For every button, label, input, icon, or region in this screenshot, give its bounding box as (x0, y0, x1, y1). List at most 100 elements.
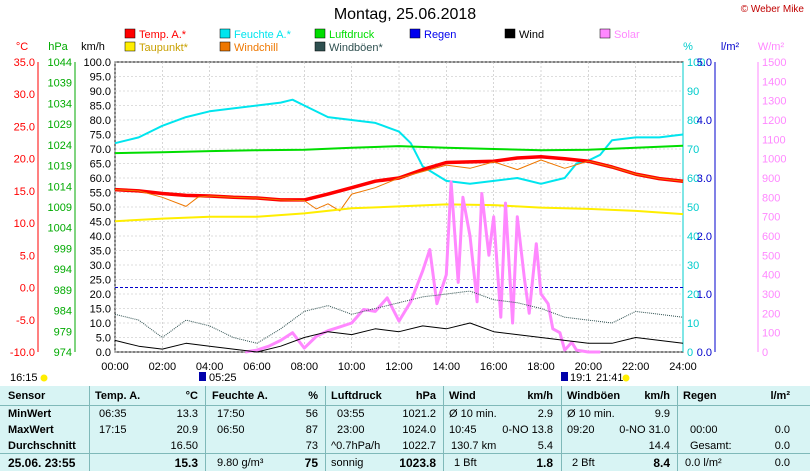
wind-bft: 1 Bft (454, 457, 477, 469)
gust-bft: 2 Bft (572, 457, 595, 469)
press-value: 1024.0 (402, 424, 436, 436)
hum-value: 87 (305, 424, 318, 436)
temp-tick-label: 30.0 (14, 89, 35, 101)
pressure-tick-label: 984 (54, 306, 72, 318)
gust-value: 14.4 (648, 440, 670, 452)
page-title: Montag, 25.06.2018 (333, 6, 477, 23)
humidity-tick-label: 40 (687, 231, 699, 243)
col-temp: Temp. A. (95, 390, 141, 402)
wind-tick-label: 40.0 (90, 231, 111, 243)
pressure-tick-label: 1034 (48, 98, 72, 110)
wind-tick-label: 20.0 (90, 289, 111, 301)
gust-value: 9.9 (654, 408, 670, 420)
x-tick-label: 00:00 (101, 361, 129, 373)
wind-tick-label: 90.0 (90, 86, 111, 98)
x-tick-label: 22:00 (622, 361, 650, 373)
hum-value: 73 (305, 440, 318, 452)
legend-label: Windböen* (329, 42, 384, 54)
wind-tick-label: 85.0 (90, 101, 111, 113)
humidity-tick-label: 80 (687, 115, 699, 127)
credit-label[interactable]: © Weber Mike (740, 4, 804, 15)
solar-tick-label: 100 (762, 328, 780, 340)
legend-label: Taupunkt* (139, 42, 189, 54)
col-temp-unit: °C (185, 390, 198, 402)
solar-tick-label: 1000 (762, 154, 786, 166)
wind-dir: 0-NO 13.8 (502, 424, 553, 436)
rain-tick-label: 5.0 (697, 57, 712, 69)
wind-desc: Ø 10 min. (449, 408, 497, 420)
wind-tick-label: 5.0 (96, 333, 111, 345)
temp-tick-label: 0.0 (20, 283, 35, 295)
humidity-tick-label: 90 (687, 86, 699, 98)
col-sensor: Sensor (8, 390, 46, 402)
temp-value: 15.3 (174, 456, 198, 470)
sunrise-icon (199, 372, 206, 381)
x-tick-label: 06:00 (243, 361, 271, 373)
temp-tick-label: -10.0 (10, 347, 35, 359)
wind-tick-label: 10.0 (90, 318, 111, 330)
x-tick-label: 12:00 (385, 361, 413, 373)
series-line-taupunkt (114, 203, 684, 223)
legend-swatch (409, 28, 421, 39)
x-tick-label: 20:00 (575, 361, 603, 373)
col-rain: Regen (683, 390, 717, 402)
pressure-tick-label: 1009 (48, 202, 72, 214)
col-press: Luftdruck (331, 390, 382, 402)
solar-tick-label: 1300 (762, 96, 786, 108)
sunrise-label: 05:25 (209, 372, 237, 384)
legend-label: Wind (519, 29, 544, 41)
x-tick-label: 02:00 (149, 361, 177, 373)
press-value: 1022.7 (402, 440, 436, 452)
pressure-tick-label: 994 (54, 264, 72, 276)
sunset-sun-icon (622, 374, 630, 382)
hum-time: 06:50 (217, 424, 245, 436)
gust-desc: Ø 10 min. (567, 408, 615, 420)
humidity-tick-label: 10 (687, 318, 699, 330)
wind-tick-label: 60.0 (90, 173, 111, 185)
legend-swatch (314, 28, 326, 39)
humidity-tick-label: 20 (687, 289, 699, 301)
legend-label: Temp. A.* (139, 29, 187, 41)
legend-swatch (504, 28, 516, 39)
pressure-tick-label: 1004 (48, 223, 72, 235)
x-tick-label: 16:00 (480, 361, 508, 373)
row-label: 25.06. 23:55 (8, 456, 76, 470)
pressure-tick-label: 1039 (48, 78, 72, 90)
col-rain-unit: l/m² (770, 390, 790, 402)
press-time: 03:55 (337, 408, 365, 420)
temp-tick-label: 5.0 (20, 250, 35, 262)
table-header-row: Sensor Temp. A. °C Feuchte A. % Luftdruc… (0, 388, 810, 404)
legend-swatch (599, 28, 611, 39)
x-tick-label: 10:00 (338, 361, 366, 373)
col-hum-unit: % (308, 390, 318, 402)
pressure-tick-label: 1044 (48, 57, 72, 69)
legend-label: Luftdruck (329, 29, 375, 41)
hum-abs: 9.80 g/m³ (217, 457, 264, 469)
moonrise-icon (561, 372, 568, 381)
wind-tick-label: 75.0 (90, 130, 111, 142)
solar-tick-label: 800 (762, 192, 780, 204)
series-line-solar (244, 180, 601, 354)
humidity-axis-title: % (683, 41, 693, 53)
humidity-tick-label: 100 (687, 57, 705, 69)
wind-tick-label: 50.0 (90, 202, 111, 214)
solar-tick-label: 200 (762, 308, 780, 320)
wind-tick-label: 100.0 (83, 57, 111, 69)
wind-tick-label: 70.0 (90, 144, 111, 156)
weather-chart: 35.0 30.0 25.0 20.0 15.0 10.0 5.0 0.0 -5.0 -10.0 1… (10, 28, 786, 384)
wind-value: 5.4 (537, 440, 553, 452)
rain-value: 0.0 (774, 440, 790, 452)
col-gust: Windböen (567, 390, 621, 402)
pressure-tick-label: 1029 (48, 119, 72, 131)
legend-swatch (219, 41, 231, 52)
temp-value: 13.3 (176, 408, 198, 420)
wind-tick-label: 95.0 (90, 72, 111, 84)
series-line-luftdruck (114, 144, 684, 155)
rain-tick-label: 4.0 (697, 115, 712, 127)
temp-axis-title: °C (16, 41, 28, 53)
wind-desc: 10:45 (449, 424, 477, 436)
moonrise-label: 19:1 (570, 372, 591, 384)
solar-tick-label: 1400 (762, 76, 786, 88)
pressure-tick-label: 1024 (48, 140, 72, 152)
rain-desc: 00:00 (690, 424, 718, 436)
